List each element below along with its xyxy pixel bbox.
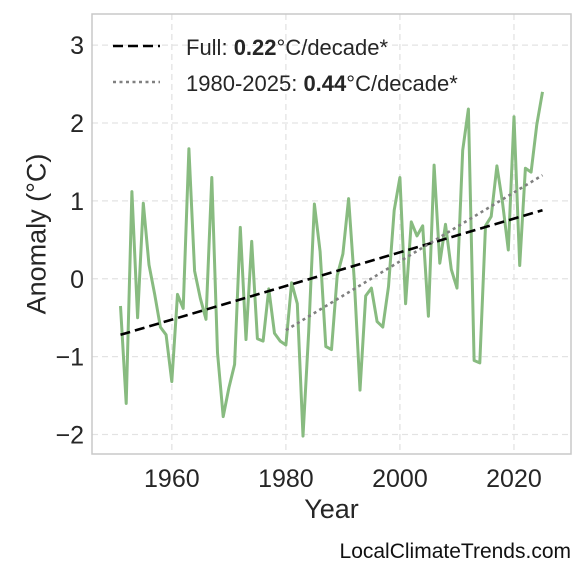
footer-credit: LocalClimateTrends.com [339, 540, 571, 563]
x-tick-label: 1960 [144, 465, 200, 493]
series-line-dashed [120, 208, 543, 337]
series-layer [119, 91, 544, 438]
series-line-dotted [285, 174, 544, 332]
y-tick-label: 3 [70, 32, 84, 60]
y-tick-label: 1 [70, 188, 84, 216]
y-axis-label: Anomaly (°C) [21, 154, 51, 315]
grid [92, 14, 571, 454]
legend-label: Full: 0.22°C/decade* [186, 35, 388, 60]
x-axis-label: Year [304, 494, 359, 524]
x-tick-label: 2000 [372, 465, 428, 493]
series-line-line [119, 91, 544, 438]
y-tick-label: 0 [70, 266, 84, 294]
legend-label: 1980-2025: 0.44°C/decade* [186, 71, 458, 96]
ticks: 1960 1980 2000 2020 −2 −1 0 1 2 3 [55, 32, 541, 493]
x-tick-label: 1980 [258, 465, 314, 493]
y-tick-label: −1 [55, 344, 84, 372]
plot-frame [91, 13, 572, 455]
x-tick-label: 2020 [486, 465, 542, 493]
legend: Full: 0.22°C/decade* 1980-2025: 0.44°C/de… [113, 35, 458, 96]
y-tick-label: −2 [55, 422, 84, 450]
y-tick-label: 2 [70, 110, 84, 138]
